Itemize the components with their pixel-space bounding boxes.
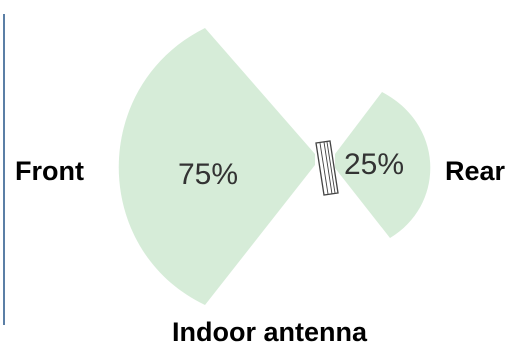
antenna-device-icon [315, 140, 339, 196]
rear-label: Rear [445, 156, 506, 186]
diagram-title: Indoor antenna [172, 317, 368, 347]
front-label: Front [15, 156, 84, 186]
front-percent-label: 75% [178, 158, 238, 191]
rear-percent-label: 25% [344, 148, 404, 181]
front-lobe [118, 28, 315, 305]
rear-lobe [335, 92, 431, 238]
